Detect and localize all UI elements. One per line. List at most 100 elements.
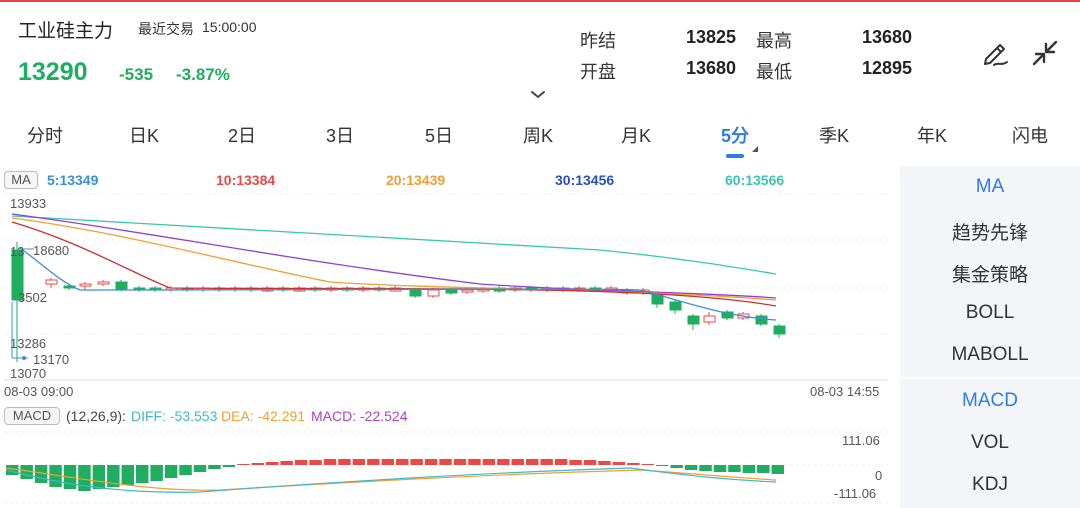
candle [669, 300, 682, 314]
macd-bar [78, 465, 91, 491]
macd-bar [338, 459, 351, 465]
price-axis-bottom: 13070 [10, 366, 47, 381]
last-trade-time: 15:00:00 [202, 19, 257, 35]
tab-flash[interactable]: 闪电 [1012, 126, 1048, 146]
macd-bar [511, 459, 524, 465]
chevron-down-icon[interactable] [530, 90, 546, 100]
ma30-value: 30:13456 [555, 172, 615, 188]
current-price: 13290 [18, 58, 88, 86]
macd-histogram [6, 459, 784, 491]
macd-bar [742, 465, 756, 473]
tab-fenshi[interactable]: 分时 [27, 126, 63, 146]
macd-bar [193, 465, 207, 472]
candle [687, 314, 700, 330]
macd-bar [569, 460, 582, 465]
macd-tag[interactable]: MACD [4, 407, 60, 425]
price-grid [4, 193, 888, 381]
macd-bar [179, 465, 192, 475]
macd-bar [121, 465, 134, 485]
indicator-sidebar [900, 166, 1080, 508]
prev-settle-value: 13825 [686, 27, 737, 47]
macd-bar [684, 465, 698, 470]
macd-bar [728, 465, 741, 472]
candle [181, 286, 194, 292]
candle [703, 312, 716, 325]
candle [133, 286, 146, 292]
sidebar-divider [900, 377, 1080, 379]
tab-dropdown-caret-icon[interactable] [752, 146, 758, 152]
macd-bar [526, 459, 539, 465]
ma20-value: 20:13439 [386, 172, 446, 188]
macd-bar [713, 465, 727, 472]
price-axis-top: 13933 [10, 196, 47, 211]
macd-bar [150, 465, 163, 481]
candle [149, 286, 162, 292]
tab-year[interactable]: 年K [916, 126, 947, 146]
macd-bar [294, 460, 308, 465]
macd-dea: DEA: -42.291 [221, 408, 306, 424]
macd-bar [251, 463, 264, 465]
price-marker-lines [11, 248, 34, 360]
macd-bar [670, 465, 683, 468]
macd-bar [583, 460, 597, 465]
macd-bar [453, 459, 467, 465]
ma-lines [11, 213, 777, 321]
tab-month[interactable]: 月K [620, 126, 651, 146]
macd-diff-line [5, 467, 777, 493]
candlestick-series [11, 242, 786, 362]
last-trade-label: 最近交易 [138, 21, 194, 37]
sidebar-item-kdj[interactable]: KDJ [972, 474, 1008, 495]
macd-bar [612, 462, 626, 465]
tab-2day[interactable]: 2日 [227, 126, 256, 146]
tab-3day[interactable]: 3日 [325, 126, 354, 146]
macd-chart[interactable] [0, 430, 896, 506]
macd-value: MACD: -22.524 [311, 408, 408, 424]
sidebar-item-macd[interactable]: MACD [962, 390, 1018, 411]
price-marker-low: 13170 [33, 352, 70, 367]
tab-day[interactable]: 日K [128, 126, 159, 146]
price-chart[interactable] [0, 192, 896, 382]
macd-bar [107, 465, 120, 487]
sidebar-item-strategy[interactable]: 集金策略 [951, 265, 1028, 286]
tab-week[interactable]: 周K [522, 126, 553, 146]
collapse-icon[interactable] [1030, 38, 1060, 68]
top-accent-line [0, 0, 1080, 2]
macd-diff: DIFF: -53.553 [131, 408, 218, 424]
macd-axis-zero: 0 [875, 468, 883, 483]
price-marker-high: 18680 [33, 243, 70, 258]
tab-5min[interactable]: 5分 [720, 126, 749, 146]
macd-bar [323, 459, 337, 465]
price-change: -535 [119, 65, 154, 84]
tab-season[interactable]: 季K [818, 126, 849, 146]
macd-bar [381, 459, 394, 465]
ma-line [19, 247, 777, 321]
macd-bar [6, 465, 19, 475]
macd-bar [164, 465, 178, 478]
sidebar-item-vol[interactable]: VOL [970, 432, 1010, 453]
macd-bar [424, 459, 438, 465]
candle [97, 280, 110, 286]
macd-axis-bottom: -111.06 [834, 486, 877, 501]
pen-icon[interactable] [980, 38, 1010, 68]
tab-5day[interactable]: 5日 [424, 126, 453, 146]
macd-params: (12,26,9): [66, 408, 126, 424]
macd-lines [5, 467, 777, 493]
ma-line [11, 213, 777, 299]
candle [11, 242, 24, 362]
macd-bar [222, 465, 236, 467]
candle [45, 278, 58, 288]
open-label: 开盘 [580, 62, 616, 82]
candle [755, 314, 768, 326]
macd-bar [540, 459, 553, 465]
macd-bar [410, 459, 423, 465]
sidebar-item-trend[interactable]: 趋势先锋 [951, 223, 1028, 244]
sidebar-item-boll[interactable]: BOLL [965, 302, 1015, 323]
macd-bar [266, 462, 279, 465]
macd-bar [439, 459, 452, 465]
macd-bar [627, 463, 640, 465]
sidebar-item-ma[interactable]: MA [975, 176, 1005, 197]
sidebar-item-maboll[interactable]: MABOLL [951, 344, 1029, 365]
time-axis-start: 08-03 09:00 [4, 384, 74, 399]
ma10-value: 10:13384 [216, 172, 276, 188]
ma-tag[interactable]: MA [4, 171, 38, 189]
